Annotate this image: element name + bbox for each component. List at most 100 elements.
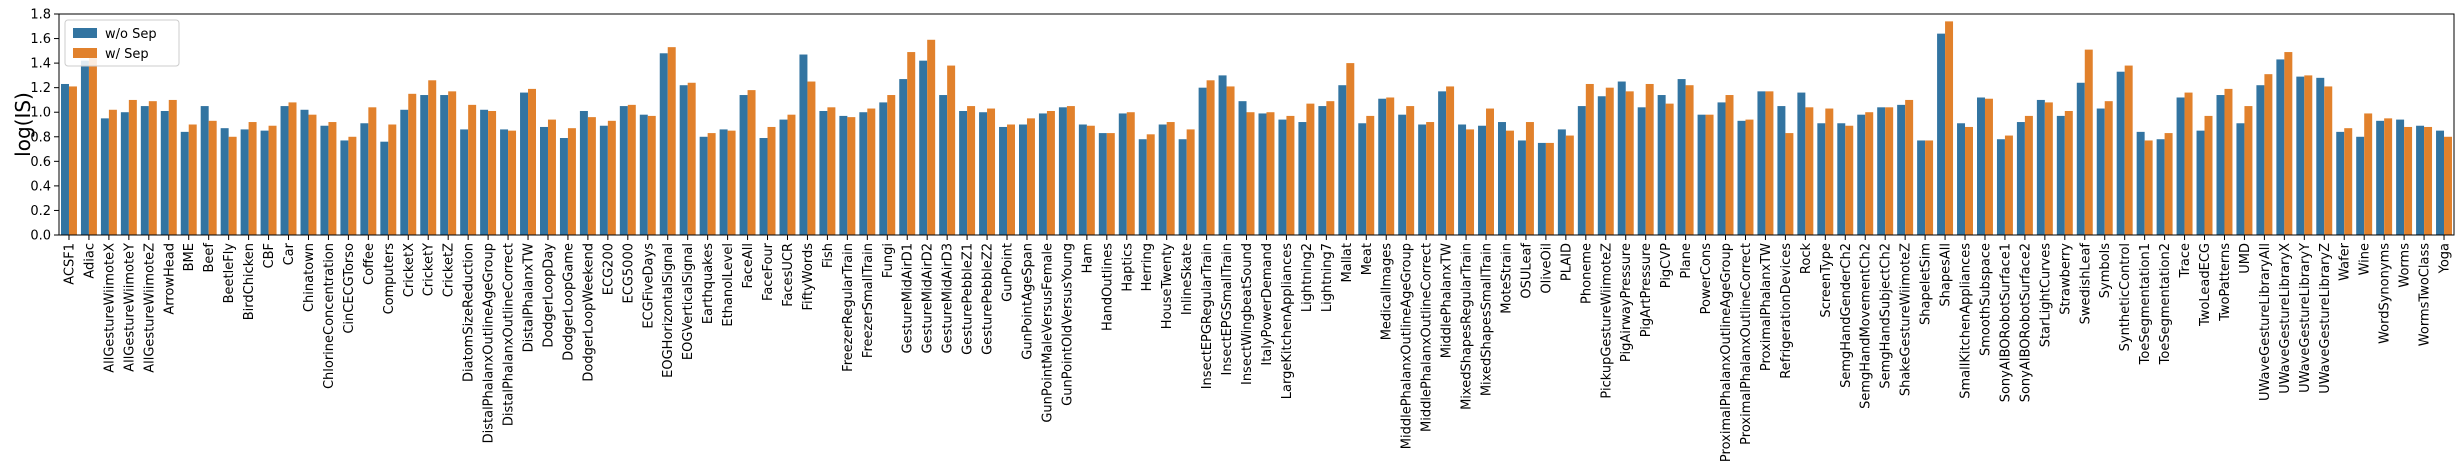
bar-w-sep-GesturePebbleZ1 — [967, 106, 976, 235]
x-tick-label-Yoga: Yoga — [2438, 243, 2453, 274]
bar-wo-sep-Strawberry — [2056, 115, 2065, 235]
bar-w-sep-Mallat — [1346, 63, 1355, 235]
x-axis: ACSF1 Adiac AllGestureWiimoteX AllGestureWi… — [62, 235, 2453, 462]
bar-w-sep-ECG200 — [607, 120, 616, 235]
x-tick-label-OSULeaf: OSULeaf — [1519, 243, 1534, 299]
x-tick-label-SonyAIBORobotSurface2: SonyAIBORobotSurface2 — [2018, 243, 2033, 402]
x-tick-label-Lightning7: Lightning7 — [1320, 243, 1335, 312]
x-tick-label-CricketZ: CricketZ — [442, 243, 457, 297]
x-tick-label-GunPointOldVersusYoung: GunPointOldVersusYoung — [1060, 243, 1075, 406]
x-tick-label-Meat: Meat — [1360, 243, 1375, 275]
x-tick-label-GunPointMaleVersusFemale: GunPointMaleVersusFemale — [1040, 243, 1055, 423]
bar-w-sep-WordSynonyms — [2384, 118, 2393, 235]
x-tick-label-FreezerRegularTrain: FreezerRegularTrain — [841, 243, 856, 372]
bar-w-sep-Fish — [827, 107, 836, 235]
bar-w-sep-AllGestureWiimoteZ — [148, 101, 157, 235]
x-tick-label-HouseTwenty: HouseTwenty — [1160, 243, 1175, 329]
x-tick-label-ScreenType: ScreenType — [1819, 243, 1834, 318]
x-tick-label-Wine: Wine — [2358, 243, 2373, 275]
x-tick-label-ToeSegmentation1: ToeSegmentation1 — [2138, 243, 2153, 365]
x-tick-label-Chinatown: Chinatown — [302, 243, 317, 312]
x-tick-label-OliveOil: OliveOil — [1539, 243, 1554, 294]
bar-wo-sep-Herring — [1138, 139, 1147, 235]
legend-swatch — [73, 28, 97, 38]
bar-w-sep-ToeSegmentation2 — [2164, 133, 2173, 235]
bar-w-sep-MiddlePhalanxOutlineCorrect — [1426, 122, 1435, 235]
bar-w-sep-ECGFiveDays — [647, 115, 656, 235]
y-tick-label: 1.0 — [30, 106, 51, 121]
bar-w-sep-OliveOil — [1545, 142, 1554, 235]
bar-wo-sep-PowerCons — [1697, 114, 1706, 235]
bar-wo-sep-ShakeGestureWiimoteZ — [1897, 104, 1906, 235]
bar-wo-sep-Phoneme — [1577, 106, 1586, 235]
bar-w-sep-DodgerLoopWeekend — [587, 117, 596, 235]
bar-w-sep-GestureMidAirD2 — [927, 39, 936, 235]
x-tick-label-Haptics: Haptics — [1120, 243, 1135, 292]
bar-w-sep-UMD — [2244, 106, 2253, 235]
x-tick-label-StarLightCurves: StarLightCurves — [2038, 243, 2053, 347]
x-tick-label-BME: BME — [182, 243, 197, 271]
bar-wo-sep-Coffee — [360, 123, 369, 235]
x-tick-label-ItalyPowerDemand: ItalyPowerDemand — [1260, 243, 1275, 366]
x-tick-label-MiddlePhalanxOutlineCorrect: MiddlePhalanxOutlineCorrect — [1420, 243, 1435, 432]
x-tick-label-GesturePebbleZ1: GesturePebbleZ1 — [961, 243, 976, 355]
bar-w-sep-PigAirwayPressure — [1625, 91, 1634, 235]
bar-wo-sep-DodgerLoopDay — [540, 126, 548, 235]
bar-wo-sep-ProximalPhalanxOutlineAgeGroup — [1717, 102, 1726, 236]
bar-wo-sep-LargeKitchenAppliances — [1278, 119, 1287, 235]
bar-wo-sep-TwoPatterns — [2216, 95, 2225, 235]
bar-wo-sep-Wafer — [2336, 131, 2345, 235]
x-tick-label-UWaveGestureLibraryAll: UWaveGestureLibraryAll — [2258, 243, 2273, 401]
bar-wo-sep-InsectEPGSmallTrain — [1218, 75, 1227, 235]
x-tick-label-DistalPhalanxOutlineCorrect: DistalPhalanxOutlineCorrect — [502, 243, 517, 426]
bar-wo-sep-WormsTwoClass — [2416, 125, 2425, 235]
bar-w-sep-PowerCons — [1705, 114, 1714, 235]
x-tick-label-SyntheticControl: SyntheticControl — [2118, 243, 2133, 351]
bar-wo-sep-Adiac — [80, 60, 89, 235]
x-tick-label-HandOutlines: HandOutlines — [1100, 243, 1115, 331]
bar-wo-sep-CricketZ — [440, 95, 449, 235]
x-tick-label-MedicalImages: MedicalImages — [1380, 243, 1395, 341]
bar-w-sep-ChlorineConcentration — [328, 122, 337, 235]
x-tick-label-UWaveGestureLibraryZ: UWaveGestureLibraryZ — [2318, 243, 2333, 394]
bar-w-sep-DistalPhalanxOutlineAgeGroup — [488, 110, 497, 235]
y-tick-label: 1.4 — [30, 57, 51, 72]
x-tick-label-BeetleFly: BeetleFly — [222, 243, 237, 304]
x-tick-label-Fish: Fish — [821, 243, 836, 268]
bar-wo-sep-ToeSegmentation1 — [2136, 131, 2145, 235]
x-tick-label-GestureMidAirD1: GestureMidAirD1 — [901, 243, 916, 353]
bar-w-sep-SyntheticControl — [2124, 65, 2133, 235]
bar-w-sep-WormsTwoClass — [2424, 126, 2433, 235]
bar-wo-sep-AllGestureWiimoteY — [120, 112, 129, 235]
x-tick-label-Adiac: Adiac — [82, 243, 97, 279]
bar-w-sep-SemgHandSubjectCh2 — [1885, 107, 1894, 235]
bar-wo-sep-DistalPhalanxTW — [520, 92, 529, 235]
bar-w-sep-EOGVerticalSignal — [687, 82, 696, 235]
bar-w-sep-PickupGestureWiimoteZ — [1605, 87, 1614, 235]
bar-wo-sep-AllGestureWiimoteZ — [140, 106, 149, 235]
bar-w-sep-ECG5000 — [627, 104, 636, 235]
x-tick-label-Strawberry: Strawberry — [2058, 243, 2073, 315]
bar-wo-sep-DodgerLoopWeekend — [579, 110, 588, 235]
bar-w-sep-Chinatown — [308, 114, 317, 235]
bar-wo-sep-ECGFiveDays — [639, 114, 648, 235]
bar-wo-sep-OSULeaf — [1517, 140, 1526, 235]
bar-w-sep-Wine — [2364, 113, 2373, 235]
bar-w-sep-EOGHorizontalSignal — [667, 47, 676, 236]
x-tick-label-SemgHandSubjectCh2: SemgHandSubjectCh2 — [1879, 243, 1894, 389]
bar-wo-sep-ECG5000 — [619, 106, 628, 235]
x-tick-label-GestureMidAirD3: GestureMidAirD3 — [941, 243, 956, 353]
x-tick-label-UWaveGestureLibraryX: UWaveGestureLibraryX — [2278, 243, 2293, 394]
bar-w-sep-GesturePebbleZ2 — [987, 108, 996, 235]
bar-w-sep-Lightning7 — [1326, 101, 1335, 235]
bar-w-sep-BME — [188, 124, 197, 235]
y-tick-label: 0.4 — [30, 179, 51, 194]
bar-wo-sep-InlineSkate — [1178, 139, 1187, 235]
x-tick-label-AllGestureWiimoteY: AllGestureWiimoteY — [122, 243, 137, 372]
bar-wo-sep-Beef — [200, 106, 209, 235]
y-tick-label: 1.6 — [30, 32, 51, 47]
bar-w-sep-DiatomSizeReduction — [468, 104, 477, 235]
x-tick-label-InlineSkate: InlineSkate — [1180, 243, 1195, 315]
bar-w-sep-EthanolLevel — [727, 130, 736, 235]
